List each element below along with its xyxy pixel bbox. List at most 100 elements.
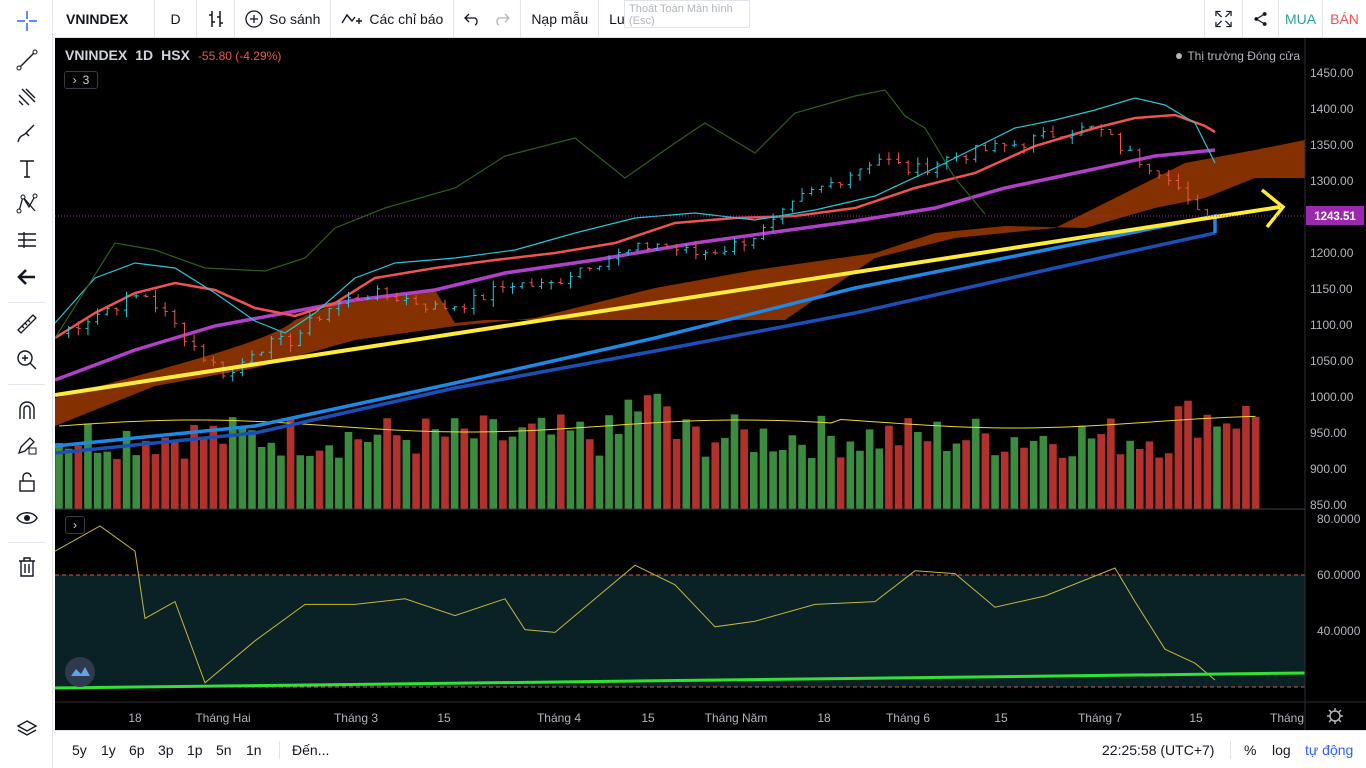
volume-bar bbox=[450, 418, 459, 509]
unlock-icon bbox=[18, 472, 35, 492]
volume-bar bbox=[1232, 428, 1241, 509]
back-arrow-tool[interactable] bbox=[0, 260, 53, 294]
volume-bar bbox=[653, 393, 662, 509]
pattern-tool[interactable] bbox=[0, 187, 53, 221]
undo-icon[interactable] bbox=[464, 12, 480, 26]
sell-button[interactable]: BÁN bbox=[1322, 0, 1366, 38]
volume-bar bbox=[846, 441, 855, 509]
range-button-1y[interactable]: 1y bbox=[101, 742, 116, 758]
compare-button[interactable]: So sánh bbox=[235, 0, 332, 38]
volume-bar bbox=[228, 417, 237, 509]
price-tick: 1000.00 bbox=[1310, 390, 1354, 404]
volume-bar bbox=[865, 429, 874, 509]
prediction-tool[interactable] bbox=[0, 223, 53, 257]
volume-bar bbox=[113, 458, 121, 509]
volume-bars bbox=[55, 393, 1260, 509]
market-status-label: Thị trường Đóng cửa bbox=[1187, 49, 1300, 63]
range-button-5y[interactable]: 5y bbox=[72, 742, 87, 758]
volume-bar bbox=[952, 443, 961, 509]
yellow-arrowhead[interactable] bbox=[1260, 188, 1286, 229]
interval-button[interactable]: D bbox=[155, 0, 197, 38]
volume-bar bbox=[412, 453, 420, 509]
volume-bar bbox=[701, 456, 710, 509]
rsi-trendline[interactable] bbox=[54, 671, 1306, 690]
prediction-icon bbox=[17, 232, 36, 248]
volume-bar bbox=[1222, 423, 1231, 509]
magnet-tool[interactable] bbox=[0, 393, 53, 427]
object-tree-tool[interactable] bbox=[0, 712, 53, 746]
fullscreen-button[interactable] bbox=[1204, 0, 1242, 38]
volume-bar bbox=[750, 452, 758, 509]
zoom-tool[interactable] bbox=[0, 343, 53, 377]
trend-line-tool[interactable] bbox=[0, 43, 53, 77]
goto-date-button[interactable]: Đến... bbox=[292, 742, 330, 758]
range-button-1n[interactable]: 1n bbox=[246, 742, 262, 758]
volume-bar bbox=[682, 419, 691, 509]
range-button-5n[interactable]: 5n bbox=[216, 742, 232, 758]
share-button[interactable] bbox=[1242, 0, 1278, 38]
volume-bar bbox=[1164, 453, 1173, 509]
crosshair-tool[interactable] bbox=[0, 4, 53, 38]
volume-bar bbox=[759, 428, 768, 509]
volume-bar bbox=[933, 421, 941, 509]
rsi-collapse-button[interactable]: › bbox=[65, 516, 85, 534]
volume-bar bbox=[1029, 440, 1038, 509]
indicators-collapse-button[interactable]: › 3 bbox=[64, 71, 98, 89]
buy-button[interactable]: MUA bbox=[1278, 0, 1322, 38]
chart-type-button[interactable] bbox=[197, 0, 235, 38]
time-tick: 18 bbox=[128, 711, 142, 725]
yellow-trendline[interactable] bbox=[54, 205, 1281, 397]
volume-bar bbox=[1068, 456, 1077, 509]
legend-change: -55.80 (-4.29%) bbox=[197, 49, 282, 63]
log-scale-button[interactable]: log bbox=[1272, 742, 1291, 758]
auto-scale-button[interactable]: tự động bbox=[1305, 742, 1354, 758]
brush-tool[interactable] bbox=[0, 116, 53, 150]
remove-drawings-tool[interactable] bbox=[0, 550, 53, 584]
legend-symbol: VNINDEX bbox=[65, 47, 128, 63]
rsi-tick: 60.0000 bbox=[1317, 568, 1361, 582]
lock-drawing-tool[interactable] bbox=[0, 428, 53, 462]
volume-bar bbox=[807, 458, 816, 509]
volume-bar bbox=[711, 442, 719, 509]
percent-scale-button[interactable]: % bbox=[1244, 742, 1257, 758]
chart-area[interactable]: 1450.001400.001350.001300.001250.001200.… bbox=[54, 38, 1366, 730]
trend-line-icon bbox=[16, 49, 37, 71]
volume-bar bbox=[769, 451, 777, 509]
price-tick: 1050.00 bbox=[1310, 354, 1354, 368]
volume-bar bbox=[788, 435, 797, 509]
symbol-search[interactable]: VNINDEX bbox=[0, 0, 155, 38]
tooltip-key: (Esc) bbox=[629, 15, 655, 27]
measure-tool[interactable] bbox=[0, 307, 53, 341]
volume-bar bbox=[151, 454, 160, 509]
volume-bar bbox=[1155, 457, 1163, 509]
range-button-6p[interactable]: 6p bbox=[129, 742, 145, 758]
pitchfork-tool[interactable] bbox=[0, 80, 53, 114]
volume-bar bbox=[624, 399, 633, 509]
drawings[interactable] bbox=[54, 188, 1305, 397]
share-icon bbox=[1254, 11, 1267, 26]
price-tick: 1450.00 bbox=[1310, 66, 1354, 80]
volume-bar bbox=[1145, 441, 1154, 509]
rsi-axis[interactable]: 80.0000 60.0000 40.0000 bbox=[1317, 512, 1361, 638]
load-template-label: Nạp mẫu bbox=[531, 10, 589, 27]
time-tick: Tháng 7 bbox=[1078, 711, 1122, 725]
range-button-3p[interactable]: 3p bbox=[158, 742, 174, 758]
time-axis[interactable]: 18 Tháng Hai Tháng 3 15 Tháng 4 15 Tháng Năm 18… bbox=[128, 711, 1304, 725]
volume-bar bbox=[248, 430, 256, 509]
text-tool[interactable] bbox=[0, 151, 53, 185]
chart-canvas[interactable]: 1450.001400.001350.001300.001250.001200.… bbox=[54, 38, 1366, 730]
volume-bar bbox=[827, 435, 835, 509]
volume-bar bbox=[634, 411, 642, 509]
range-button-1p[interactable]: 1p bbox=[187, 742, 203, 758]
settings-icon[interactable] bbox=[1327, 708, 1343, 724]
unlock-tool[interactable] bbox=[0, 465, 53, 499]
load-template-button[interactable]: Nạp mẫu bbox=[521, 0, 600, 38]
ma-red-line bbox=[54, 113, 1216, 340]
volume-bar bbox=[296, 455, 305, 509]
time-tick: Tháng 3 bbox=[334, 711, 378, 725]
volume-bar bbox=[373, 434, 382, 509]
volume-bar bbox=[943, 450, 951, 509]
redo-icon[interactable] bbox=[494, 12, 511, 26]
indicators-button[interactable]: Các chỉ báo bbox=[331, 0, 455, 38]
visibility-tool[interactable] bbox=[0, 501, 53, 535]
